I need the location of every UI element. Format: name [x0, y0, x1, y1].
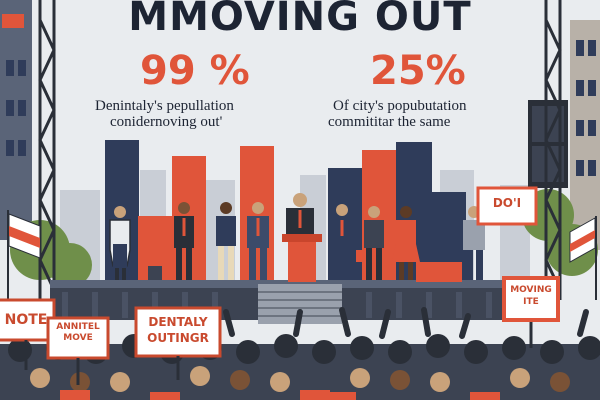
sign-moving-line-2: ITE	[523, 297, 539, 307]
speaker-figure	[247, 202, 269, 280]
sign-move-line-2: MOVE	[63, 333, 93, 343]
stat-right-caption-line-2: commititar the same	[328, 114, 451, 130]
speaker-figure	[109, 206, 131, 280]
speaker-figure	[392, 206, 420, 280]
speaker-figure	[364, 206, 384, 280]
sign-doi-text: DO'I	[492, 196, 522, 210]
sign-dentaly-text: DENTALY OUTINGR	[138, 314, 218, 346]
stat-left-value: 99 %	[140, 48, 250, 94]
protest-sign-moving	[502, 276, 560, 348]
sign-move-line-1: ANNITEL	[56, 322, 100, 332]
protest-sign-doi	[476, 186, 538, 226]
stat-right-caption-line-1: Of city's popubutation	[333, 98, 467, 114]
sign-moving-text: MOVING ITE	[506, 284, 556, 308]
flag-icon	[569, 216, 597, 300]
speaker-figure	[216, 202, 236, 280]
sign-note-text: NOTE	[4, 312, 48, 328]
stat-right-value: 25%	[370, 48, 466, 94]
stat-left-caption-line-1: Denintaly's pepullation	[95, 98, 234, 114]
lectern-icon	[282, 234, 322, 282]
speaker-figure	[332, 204, 352, 280]
sign-dentaly-line-2: OUTINGR	[147, 331, 209, 345]
flag-icon	[7, 210, 41, 300]
stat-left-caption-line-2: conidernoving out'	[110, 114, 223, 130]
protest-sign-dentaly	[134, 306, 222, 380]
right-building	[570, 20, 600, 250]
sign-dentaly-line-1: DENTALY	[148, 315, 208, 329]
lectern-speaker	[286, 193, 314, 234]
speaker-figure	[463, 206, 485, 280]
speakers	[109, 193, 485, 282]
speaker-figure	[174, 202, 194, 280]
protest-sign-move	[46, 316, 110, 385]
briefcase-icon	[148, 266, 162, 280]
orange-crate	[416, 262, 462, 282]
sign-move-text: ANNITEL MOVE	[50, 322, 106, 344]
headline: MMOVING OUT	[128, 0, 472, 40]
scaffold-right	[544, 0, 562, 300]
sign-moving-line-1: MOVING	[510, 285, 552, 295]
left-building	[0, 0, 32, 240]
